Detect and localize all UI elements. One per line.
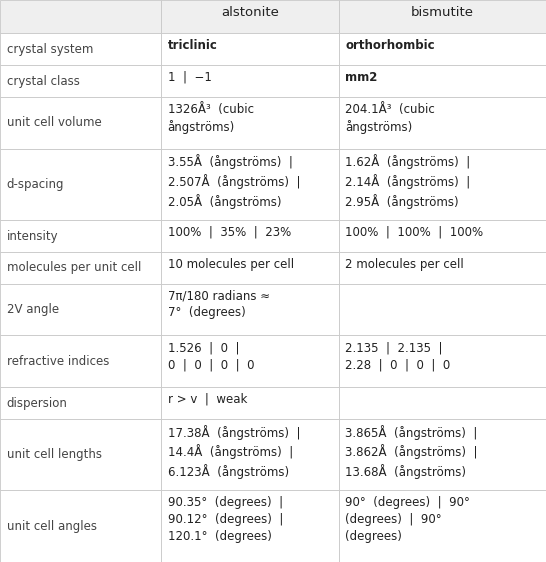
- Bar: [0, 220, 161, 252]
- Text: 7π/180 radians ≈
7°  (degrees): 7π/180 radians ≈ 7° (degrees): [168, 289, 270, 319]
- Text: 100%  |  35%  |  23%: 100% | 35% | 23%: [168, 226, 291, 239]
- Bar: [0, 491, 161, 562]
- Text: orthorhombic: orthorhombic: [345, 39, 435, 52]
- Bar: [0, 33, 161, 65]
- Text: crystal system: crystal system: [7, 43, 93, 56]
- Bar: [161, 220, 339, 252]
- Bar: [161, 0, 339, 33]
- Bar: [0, 336, 161, 387]
- Bar: [161, 387, 339, 419]
- Text: 1326Å³  (cubic
ångströms): 1326Å³ (cubic ångströms): [168, 103, 254, 134]
- Text: 204.1Å³  (cubic
ångströms): 204.1Å³ (cubic ångströms): [345, 103, 435, 134]
- Text: molecules per unit cell: molecules per unit cell: [7, 261, 141, 274]
- Text: unit cell angles: unit cell angles: [7, 520, 97, 533]
- Text: unit cell volume: unit cell volume: [7, 116, 102, 129]
- Bar: [161, 419, 339, 491]
- Text: 3.55Å  (ångströms)  |
2.507Å  (ångströms)  |
2.05Å  (ångströms): 3.55Å (ångströms) | 2.507Å (ångströms) |…: [168, 154, 300, 209]
- Bar: [161, 33, 339, 65]
- Bar: [339, 65, 546, 97]
- Text: triclinic: triclinic: [168, 39, 217, 52]
- Bar: [339, 252, 546, 284]
- Text: mm2: mm2: [345, 71, 377, 84]
- Text: 2V angle: 2V angle: [7, 303, 58, 316]
- Text: refractive indices: refractive indices: [7, 355, 109, 368]
- Text: 90°  (degrees)  |  90°
(degrees)  |  90°
(degrees): 90° (degrees) | 90° (degrees) | 90° (deg…: [345, 496, 470, 543]
- Bar: [339, 336, 546, 387]
- Text: 90.35°  (degrees)  |
90.12°  (degrees)  |
120.1°  (degrees): 90.35° (degrees) | 90.12° (degrees) | 12…: [168, 496, 283, 543]
- Bar: [339, 491, 546, 562]
- Bar: [0, 419, 161, 491]
- Text: 17.38Å  (ångströms)  |
14.4Å  (ångströms)  |
6.123Å  (ångströms): 17.38Å (ångströms) | 14.4Å (ångströms) |…: [168, 424, 300, 479]
- Text: intensity: intensity: [7, 230, 58, 243]
- Bar: [161, 97, 339, 148]
- Bar: [0, 148, 161, 220]
- Text: 2.135  |  2.135  |
2.28  |  0  |  0  |  0: 2.135 | 2.135 | 2.28 | 0 | 0 | 0: [345, 341, 450, 371]
- Text: 3.865Å  (ångströms)  |
3.862Å  (ångströms)  |
13.68Å  (ångströms): 3.865Å (ångströms) | 3.862Å (ångströms) …: [345, 424, 478, 479]
- Bar: [0, 387, 161, 419]
- Text: d-spacing: d-spacing: [7, 178, 64, 191]
- Bar: [339, 148, 546, 220]
- Bar: [161, 284, 339, 336]
- Text: 1.526  |  0  |
0  |  0  |  0  |  0: 1.526 | 0 | 0 | 0 | 0 | 0: [168, 341, 254, 371]
- Text: 100%  |  100%  |  100%: 100% | 100% | 100%: [345, 226, 483, 239]
- Text: alstonite: alstonite: [221, 6, 278, 19]
- Text: dispersion: dispersion: [7, 397, 67, 410]
- Text: 1.62Å  (ångströms)  |
2.14Å  (ångströms)  |
2.95Å  (ångströms): 1.62Å (ångströms) | 2.14Å (ångströms) | …: [345, 154, 470, 209]
- Text: unit cell lengths: unit cell lengths: [7, 448, 102, 461]
- Bar: [0, 0, 161, 33]
- Bar: [339, 284, 546, 336]
- Text: r > v  |  weak: r > v | weak: [168, 393, 247, 406]
- Text: 1  |  −1: 1 | −1: [168, 71, 211, 84]
- Bar: [0, 252, 161, 284]
- Bar: [0, 284, 161, 336]
- Bar: [339, 220, 546, 252]
- Bar: [161, 65, 339, 97]
- Bar: [161, 336, 339, 387]
- Bar: [339, 33, 546, 65]
- Bar: [161, 252, 339, 284]
- Bar: [339, 419, 546, 491]
- Bar: [339, 387, 546, 419]
- Bar: [0, 65, 161, 97]
- Bar: [339, 97, 546, 148]
- Bar: [0, 97, 161, 148]
- Text: bismutite: bismutite: [411, 6, 474, 19]
- Bar: [161, 491, 339, 562]
- Text: 2 molecules per cell: 2 molecules per cell: [345, 257, 464, 271]
- Bar: [339, 0, 546, 33]
- Text: 10 molecules per cell: 10 molecules per cell: [168, 257, 294, 271]
- Bar: [161, 148, 339, 220]
- Text: crystal class: crystal class: [7, 75, 79, 88]
